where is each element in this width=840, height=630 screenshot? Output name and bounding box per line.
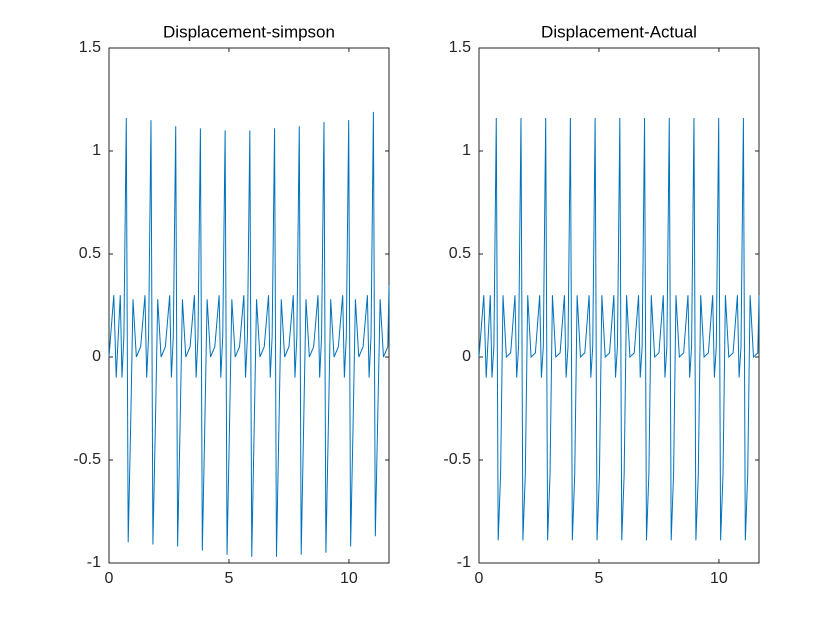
- x-tick-label: 10: [340, 570, 358, 587]
- y-tick-label: 1: [92, 142, 101, 159]
- data-line: [478, 118, 760, 541]
- y-tick-label: 1.5: [79, 39, 101, 56]
- y-tick-label: 0.5: [79, 245, 101, 262]
- x-tick-label: 5: [225, 570, 234, 587]
- y-tick-label: -0.5: [443, 451, 471, 468]
- chart-title: Displacement-Actual: [541, 22, 697, 41]
- y-tick-label: 0: [462, 348, 471, 365]
- x-tick-label: 0: [475, 570, 484, 587]
- y-tick-label: -0.5: [73, 451, 101, 468]
- x-tick-label: 0: [105, 570, 114, 587]
- y-tick-label: 1.5: [449, 39, 471, 56]
- chart-title: Displacement-simpson: [163, 22, 335, 41]
- y-tick-label: 0.5: [449, 245, 471, 262]
- x-tick-label: 5: [595, 570, 604, 587]
- y-tick-label: 1: [462, 142, 471, 159]
- data-line: [108, 111, 390, 557]
- y-tick-label: 0: [92, 348, 101, 365]
- x-tick-label: 10: [710, 570, 728, 587]
- y-tick-label: -1: [457, 554, 471, 571]
- y-tick-label: -1: [87, 554, 101, 571]
- axes-box: [108, 47, 390, 564]
